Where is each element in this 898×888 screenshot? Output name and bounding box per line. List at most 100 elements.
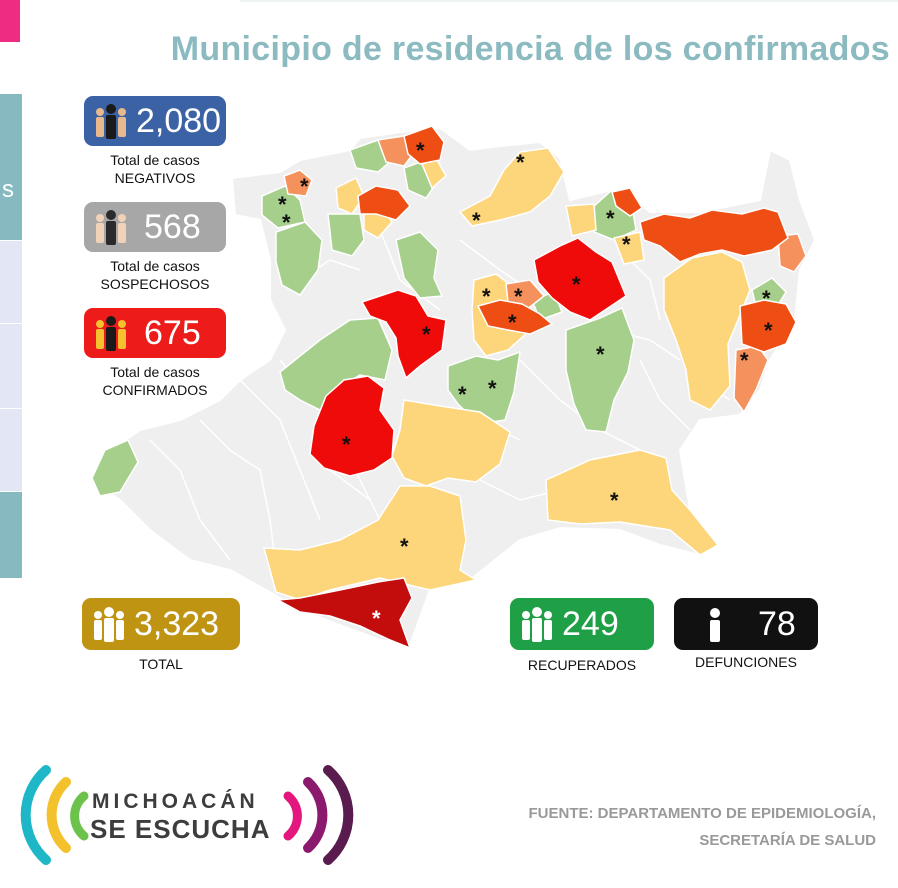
sospechosos-label-1: Total de casos [110, 258, 200, 274]
defunciones-value: 78 [758, 604, 796, 643]
source-line-1: FUENTE: DEPARTAMENTO DE EPIDEMIOLOGÍA, [528, 805, 876, 822]
person-icon [694, 604, 736, 644]
map-region [357, 185, 411, 221]
total-badge: 3,323 [82, 598, 240, 650]
michoacan-se-escucha-logo: MICHOACÁN SE ESCUCHA [6, 760, 366, 870]
map-region [612, 231, 645, 265]
top-divider [240, 0, 898, 2]
pink-tab [0, 0, 20, 42]
confirmados-badge: 675 [84, 308, 226, 358]
map-region [777, 233, 807, 273]
map-region [395, 231, 444, 299]
defunciones-badge: 78 [674, 598, 818, 650]
asterisk-marker: * [622, 232, 631, 257]
map-region [335, 176, 365, 215]
map-region [639, 207, 789, 263]
total-value: 3,323 [134, 604, 220, 643]
confirmados-label-2: CONFIRMADOS [102, 382, 208, 398]
asterisk-marker: * [342, 432, 351, 457]
asterisk-marker: * [472, 208, 481, 233]
map-region [279, 317, 393, 411]
orange-municipalities [357, 125, 797, 353]
strip-segment [0, 324, 22, 408]
asterisk-marker: * [282, 210, 291, 235]
sospechosos-badge: 568 [84, 202, 226, 252]
map-region [91, 439, 139, 497]
map-region [611, 187, 644, 217]
dark-red-municipality [275, 577, 413, 650]
source-note: FUENTE: DEPARTAMENTO DE EPIDEMIOLOGÍA, S… [528, 800, 876, 854]
map-region [360, 289, 447, 380]
confirmados-caption: Total de casos CONFIRMADOS [84, 363, 226, 399]
map-region [283, 169, 313, 197]
asterisk-marker: * [278, 192, 287, 217]
map-region [565, 203, 597, 237]
logo-line-2: SE ESCUCHA [90, 814, 271, 844]
map-region [447, 350, 521, 425]
sospechosos-label-2: SOSPECHOSOS [100, 276, 210, 292]
recuperados-badge: 249 [510, 598, 654, 650]
asterisk-marker: * [514, 284, 523, 309]
sospechosos-caption: Total de casos SOSPECHOSOS [84, 257, 226, 293]
asterisk-marker: * [764, 318, 773, 343]
confirmados-label-1: Total de casos [110, 364, 200, 380]
asterisk-marker: * [458, 382, 467, 407]
map-region [391, 399, 511, 487]
negativos-label-2: NEGATIVOS [114, 170, 196, 186]
asterisk-marker: * [482, 284, 491, 309]
asterisk-marker: * [606, 206, 615, 231]
strip-segment [0, 241, 22, 323]
negativos-value: 2,080 [136, 101, 222, 140]
map-asterisks: * * * * * * * * * * * * * * * * * * * * … [278, 138, 773, 631]
defunciones-label: DEFUNCIONES [695, 654, 797, 670]
people-icon [90, 101, 132, 141]
negativos-caption: Total de casos NEGATIVOS [84, 151, 226, 187]
asterisk-marker: * [596, 342, 605, 367]
map-region [565, 306, 635, 433]
strip-fragment-text: s [2, 176, 14, 203]
asterisk-marker: * [400, 534, 409, 559]
map-region [275, 221, 323, 296]
map-region [309, 375, 395, 477]
light-orange-municipalities [283, 135, 807, 414]
confirmados-value: 675 [144, 313, 201, 352]
yellow-municipalities [263, 147, 751, 601]
recuperados-value: 249 [562, 604, 619, 643]
page-title: Municipio de residencia de los confirmad… [170, 30, 890, 68]
strip-segment [0, 94, 22, 240]
negativos-badge: 2,080 [84, 96, 226, 146]
map-region [263, 485, 478, 601]
people-icon [90, 207, 132, 247]
map-region [663, 251, 751, 411]
people-icon [88, 604, 130, 644]
michoacan-map: * * * * * * * * * * * * * * * * * * * * … [88, 125, 817, 650]
map-region [327, 213, 365, 257]
asterisk-marker-white: * [372, 606, 381, 631]
asterisk-marker: * [488, 376, 497, 401]
strip-segment [0, 492, 22, 578]
asterisk-marker: * [416, 138, 425, 163]
asterisk-marker: * [508, 310, 517, 335]
negativos-label-1: Total de casos [110, 152, 200, 168]
map-region [545, 449, 720, 556]
map-region [403, 125, 445, 165]
map-region [739, 299, 797, 353]
source-line-2: SECRETARÍA DE SALUD [699, 832, 876, 849]
recuperados-label: RECUPERADOS [527, 657, 637, 673]
left-side-strip: s [0, 94, 22, 578]
asterisk-marker: * [516, 150, 525, 175]
green-municipalities [91, 139, 787, 497]
map-region [533, 237, 627, 321]
asterisk-marker: * [422, 322, 431, 347]
strip-segment [0, 409, 22, 491]
asterisk-marker: * [762, 286, 771, 311]
sound-waves-icon [20, 765, 354, 865]
total-label: TOTAL [139, 656, 183, 672]
map-region [476, 299, 554, 335]
map-region [261, 185, 306, 229]
asterisk-marker: * [740, 348, 749, 373]
red-municipalities [309, 237, 627, 477]
map-region [458, 147, 565, 227]
asterisk-marker: * [610, 488, 619, 513]
asterisk-marker: * [572, 272, 581, 297]
